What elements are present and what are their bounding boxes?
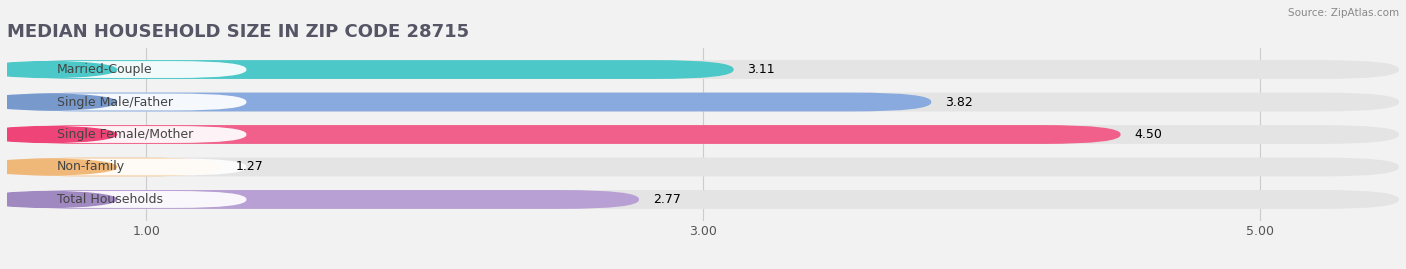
FancyBboxPatch shape	[7, 60, 1399, 79]
Text: MEDIAN HOUSEHOLD SIZE IN ZIP CODE 28715: MEDIAN HOUSEHOLD SIZE IN ZIP CODE 28715	[7, 23, 470, 41]
Text: Source: ZipAtlas.com: Source: ZipAtlas.com	[1288, 8, 1399, 18]
Text: 4.50: 4.50	[1135, 128, 1163, 141]
FancyBboxPatch shape	[7, 190, 1399, 209]
Text: Total Households: Total Households	[58, 193, 163, 206]
FancyBboxPatch shape	[7, 125, 1121, 144]
FancyBboxPatch shape	[7, 93, 931, 111]
Text: Married-Couple: Married-Couple	[58, 63, 153, 76]
Text: 1.27: 1.27	[235, 161, 263, 174]
Text: Single Male/Father: Single Male/Father	[58, 95, 173, 108]
Text: Single Female/Mother: Single Female/Mother	[58, 128, 194, 141]
FancyBboxPatch shape	[10, 158, 246, 175]
Circle shape	[0, 192, 117, 207]
FancyBboxPatch shape	[7, 190, 638, 209]
Circle shape	[0, 127, 117, 142]
FancyBboxPatch shape	[7, 158, 221, 176]
FancyBboxPatch shape	[10, 126, 246, 143]
FancyBboxPatch shape	[10, 61, 246, 78]
Circle shape	[0, 62, 117, 77]
Text: 3.82: 3.82	[945, 95, 973, 108]
Circle shape	[0, 159, 117, 175]
Text: 3.11: 3.11	[748, 63, 775, 76]
FancyBboxPatch shape	[7, 60, 734, 79]
Text: Non-family: Non-family	[58, 161, 125, 174]
Text: 2.77: 2.77	[652, 193, 681, 206]
FancyBboxPatch shape	[10, 191, 246, 208]
FancyBboxPatch shape	[7, 93, 1399, 111]
FancyBboxPatch shape	[7, 158, 1399, 176]
FancyBboxPatch shape	[7, 125, 1399, 144]
FancyBboxPatch shape	[10, 94, 246, 111]
Circle shape	[0, 94, 117, 110]
